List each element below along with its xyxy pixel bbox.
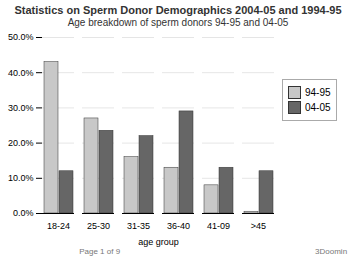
- svg-text:31-35: 31-35: [127, 221, 150, 231]
- svg-text:41-09: 41-09: [207, 221, 230, 231]
- svg-text:10.0%: 10.0%: [8, 173, 34, 183]
- svg-text:18-24: 18-24: [47, 221, 70, 231]
- html-text:94-95: 94-95: [305, 87, 331, 98]
- svg-text:age group: age group: [138, 237, 179, 247]
- svg-text:20.0%: 20.0%: [8, 138, 34, 148]
- svg-text:40.0%: 40.0%: [8, 68, 34, 78]
- html-text:3Doomin: 3Doomin: [315, 247, 348, 256]
- html-text:04-05: 04-05: [305, 102, 331, 113]
- svg-text:50.0%: 50.0%: [8, 32, 34, 42]
- html-text:Page 1 of 9: Page 1 of 9: [79, 247, 121, 256]
- svg-text:>45: >45: [251, 221, 266, 231]
- html-text:Statistics on Sperm Donor Demo: Statistics on Sperm Donor Demographics 2…: [14, 4, 342, 16]
- html-text:Age breakdown of sperm donors: Age breakdown of sperm donors 94-95 and …: [67, 17, 289, 28]
- svg-text:30.0%: 30.0%: [8, 103, 34, 113]
- svg-text:0.0%: 0.0%: [13, 208, 34, 218]
- svg-text:36-40: 36-40: [167, 221, 190, 231]
- svg-text:25-30: 25-30: [87, 221, 110, 231]
